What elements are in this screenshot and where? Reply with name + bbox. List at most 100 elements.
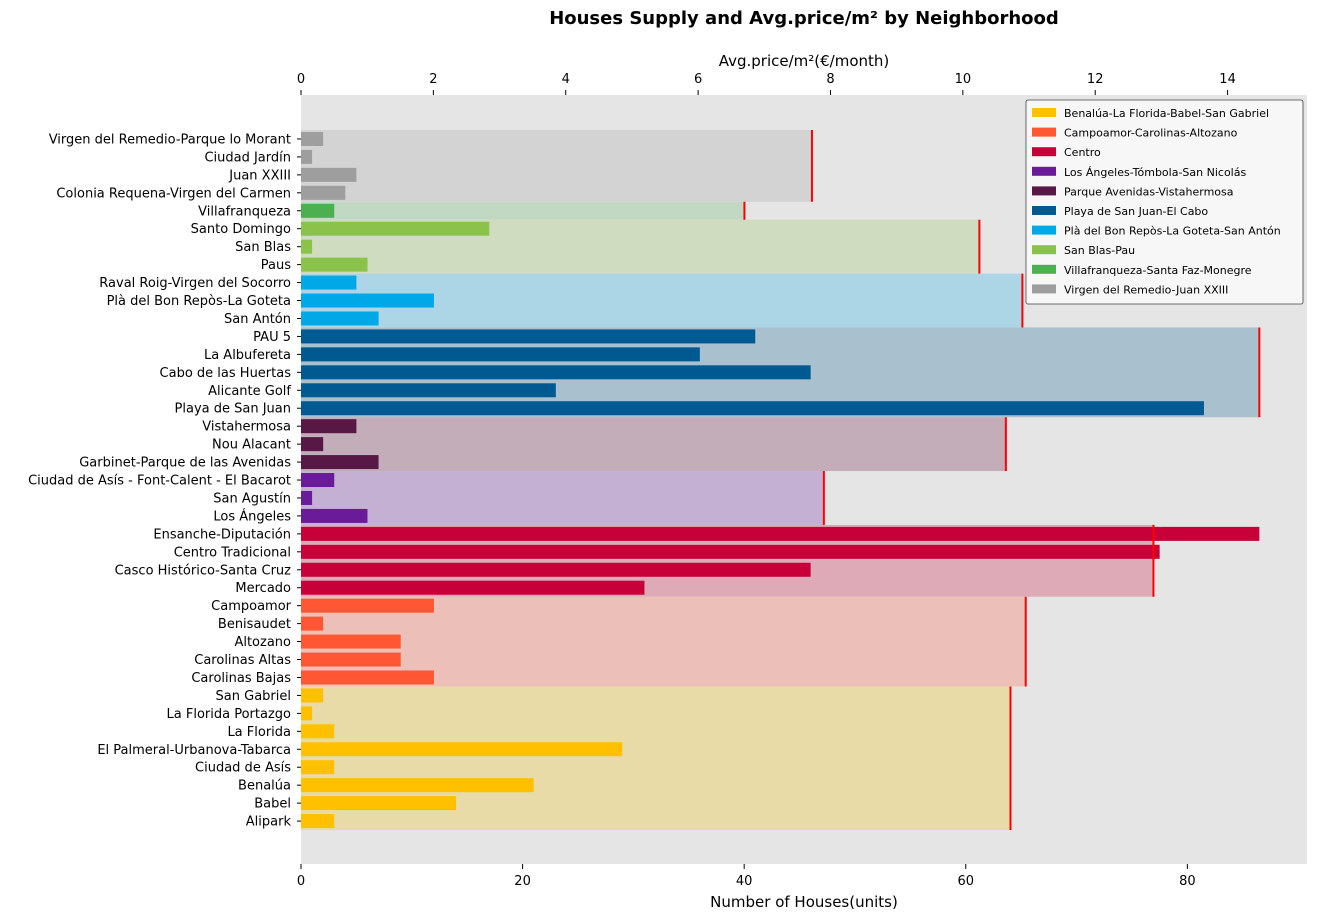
bar xyxy=(301,275,357,290)
category-label: Casco Histórico-Santa Cruz xyxy=(115,563,292,578)
bar xyxy=(301,688,324,703)
category-label: Benalúa xyxy=(238,779,291,794)
category-label: Villafranqueza xyxy=(198,204,291,219)
legend-entry: Los Ángeles-Tómbola-San Nicolás xyxy=(1064,166,1246,179)
bar xyxy=(301,670,434,685)
category-label: Campoamor xyxy=(211,599,291,614)
bar xyxy=(301,598,434,613)
bar xyxy=(301,562,811,577)
x-tick-label: 20 xyxy=(514,874,531,889)
x2-tick-label: 6 xyxy=(694,72,702,87)
legend-entry: Villafranqueza-Santa Faz-Monegre xyxy=(1064,264,1252,277)
bar xyxy=(301,437,324,452)
category-label: PAU 5 xyxy=(253,330,291,345)
x2-axis-label: Avg.price/m²(€/month) xyxy=(719,52,890,70)
legend-entry: Centro xyxy=(1064,146,1101,159)
x2-tick-label: 10 xyxy=(955,72,972,87)
bar xyxy=(301,185,346,200)
category-label: Playa de San Juan xyxy=(175,402,291,417)
category-label: Nou Alacant xyxy=(212,438,291,453)
bar xyxy=(301,724,335,739)
category-label: Alicante Golf xyxy=(208,384,291,399)
category-label: Paus xyxy=(261,258,291,273)
bar xyxy=(301,347,700,362)
bar xyxy=(301,419,357,434)
category-label: Los Ángeles xyxy=(213,508,291,524)
category-label: Ensanche-Diputación xyxy=(153,527,291,542)
category-label: Plà del Bon Repòs-La Goteta xyxy=(107,294,291,309)
category-label: San Gabriel xyxy=(216,689,291,704)
legend-box xyxy=(1025,99,1304,305)
bar xyxy=(301,814,335,829)
x-axis-label: Number of Houses(units) xyxy=(710,893,898,911)
category-label: San Antón xyxy=(224,312,291,327)
bar xyxy=(301,455,379,470)
category-label: Ciudad de Asís - Font-Calent - El Bacaro… xyxy=(28,474,291,489)
legend-swatch xyxy=(1032,166,1056,176)
category-label: Cabo de las Huertas xyxy=(160,366,292,381)
legend-entry: Campoamor-Carolinas-Altozano xyxy=(1064,127,1238,140)
category-label: Alipark xyxy=(246,815,292,830)
bar xyxy=(301,742,623,757)
category-label: San Blas xyxy=(235,240,291,255)
legend-swatch xyxy=(1032,206,1056,215)
category-label: Juan XXIII xyxy=(228,168,291,183)
x-tick-label: 40 xyxy=(736,874,753,889)
category-label: La Albufereta xyxy=(204,348,291,363)
chart-title: Houses Supply and Avg.price/m² by Neighb… xyxy=(549,8,1059,29)
legend-entry: Parque Avenidas-Vistahermosa xyxy=(1064,185,1234,198)
bar xyxy=(301,239,313,254)
bar xyxy=(301,778,534,793)
bar xyxy=(301,221,490,236)
category-label: Benisaudet xyxy=(218,617,291,632)
legend-entry: Plà del Bon Repòs-La Goteta-San Antón xyxy=(1064,225,1281,238)
bar xyxy=(301,760,335,775)
bar xyxy=(301,167,357,182)
bar xyxy=(301,365,811,380)
price-band xyxy=(301,417,1006,472)
bar xyxy=(301,706,313,721)
bar xyxy=(301,490,313,505)
legend-swatch xyxy=(1032,186,1056,196)
legend-entry: Virgen del Remedio-Juan XXIII xyxy=(1064,283,1228,296)
x-tick-label: 60 xyxy=(957,874,974,889)
bar xyxy=(301,383,556,398)
price-band xyxy=(301,471,824,525)
bar xyxy=(301,131,324,146)
bar xyxy=(301,203,335,218)
price-band xyxy=(301,130,812,202)
category-label: San Agustín xyxy=(213,491,291,506)
bar xyxy=(301,634,401,649)
legend-entry: San Blas-Pau xyxy=(1064,244,1135,257)
x2-tick-label: 4 xyxy=(562,72,570,87)
category-label: Carolinas Bajas xyxy=(191,671,291,686)
x2-tick-label: 12 xyxy=(1087,72,1104,87)
legend-entry: Playa de San Juan-El Cabo xyxy=(1064,205,1208,218)
bar xyxy=(301,257,368,272)
legend-swatch xyxy=(1032,127,1056,137)
bar xyxy=(301,526,1260,541)
price-band xyxy=(301,201,745,220)
category-label: El Palmeral-Urbanova-Tabarca xyxy=(97,743,291,758)
x2-tick-label: 0 xyxy=(297,72,305,87)
bar xyxy=(301,401,1204,416)
category-label: Carolinas Altas xyxy=(194,653,291,668)
category-label: Centro Tradicional xyxy=(174,545,291,560)
legend-swatch xyxy=(1032,225,1056,235)
x2-tick-label: 2 xyxy=(429,72,437,87)
x2-tick-label: 8 xyxy=(826,72,834,87)
category-label: Mercado xyxy=(235,581,291,596)
category-label: La Florida Portazgo xyxy=(167,707,292,722)
x-tick-label: 0 xyxy=(297,874,305,889)
legend-swatch xyxy=(1032,108,1056,117)
bar xyxy=(301,508,368,523)
category-label: Babel xyxy=(254,797,291,812)
category-label: Vistahermosa xyxy=(202,420,291,435)
legend-swatch xyxy=(1032,284,1056,294)
category-label: La Florida xyxy=(227,725,291,740)
category-label: Garbinet-Parque de las Avenidas xyxy=(79,456,291,471)
category-label: Raval Roig-Virgen del Socorro xyxy=(99,276,291,291)
category-label: Ciudad de Asís xyxy=(195,761,291,776)
legend-swatch xyxy=(1032,245,1056,255)
